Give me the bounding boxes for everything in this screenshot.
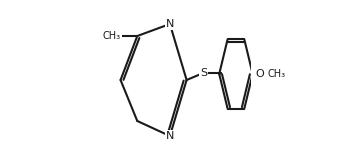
Text: N: N [166, 131, 174, 141]
Text: N: N [166, 19, 174, 29]
Text: CH₃: CH₃ [268, 69, 286, 79]
Text: S: S [200, 68, 207, 78]
Text: O: O [256, 69, 264, 79]
Text: CH₃: CH₃ [102, 31, 121, 41]
